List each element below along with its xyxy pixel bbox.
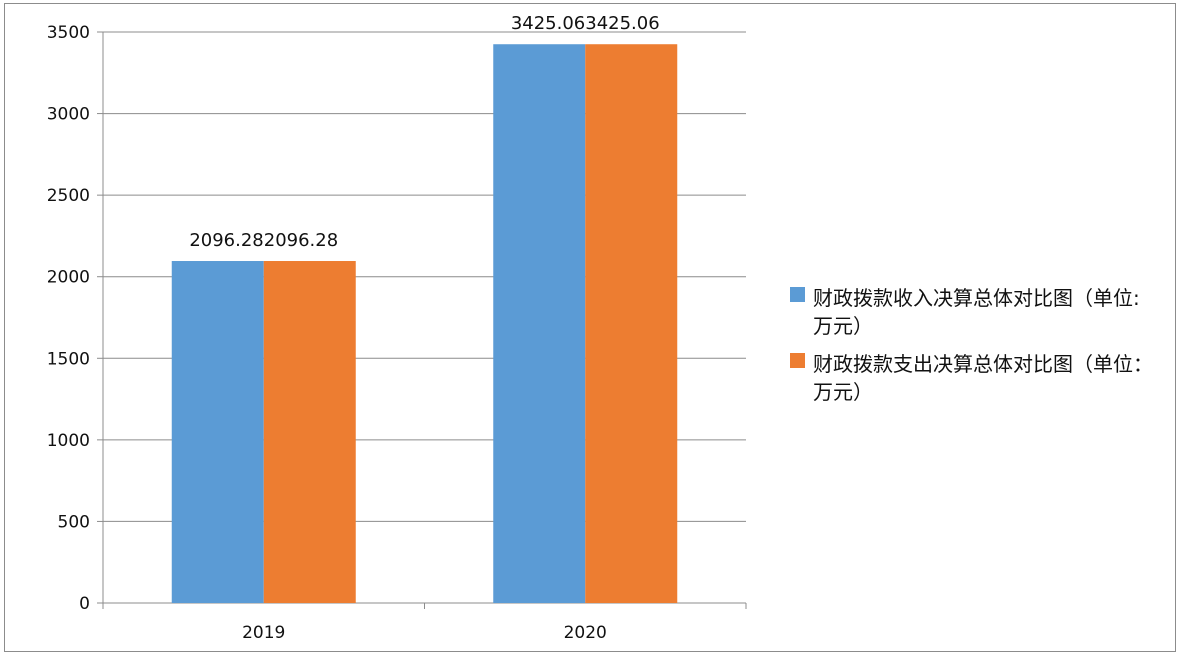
legend-label-expense: 财政拨款支出决算总体对比图（单位：万元） — [813, 352, 1153, 404]
legend-swatch-expense — [790, 353, 805, 368]
bar-income-2020 — [493, 44, 586, 603]
legend-item-expense: 财政拨款支出决算总体对比图（单位：万元） — [790, 350, 1170, 406]
y-tick-label: 1000 — [47, 431, 90, 451]
data-label: 2096.282096.28 — [189, 230, 338, 251]
bar-income-2019 — [171, 261, 264, 603]
y-tick-label: 3000 — [47, 105, 90, 125]
legend: 财政拨款收入决算总体对比图（单位:万元） 财政拨款支出决算总体对比图（单位：万元… — [790, 284, 1170, 416]
data-label: 3425.063425.06 — [511, 13, 660, 34]
x-tick-label: 2020 — [564, 623, 607, 643]
y-tick-label: 1500 — [47, 349, 90, 369]
y-tick-label: 2500 — [47, 186, 90, 206]
y-tick-label: 3500 — [47, 23, 90, 43]
x-tick-label: 2019 — [242, 623, 285, 643]
legend-swatch-income — [790, 287, 805, 302]
y-tick-label: 0 — [79, 594, 90, 614]
bar-expense-2019 — [263, 261, 356, 603]
y-tick-label: 500 — [58, 512, 90, 532]
legend-item-income: 财政拨款收入决算总体对比图（单位:万元） — [790, 284, 1170, 340]
legend-label-income: 财政拨款收入决算总体对比图（单位:万元） — [813, 286, 1140, 338]
bar-expense-2020 — [585, 44, 678, 603]
y-tick-label: 2000 — [47, 268, 90, 288]
